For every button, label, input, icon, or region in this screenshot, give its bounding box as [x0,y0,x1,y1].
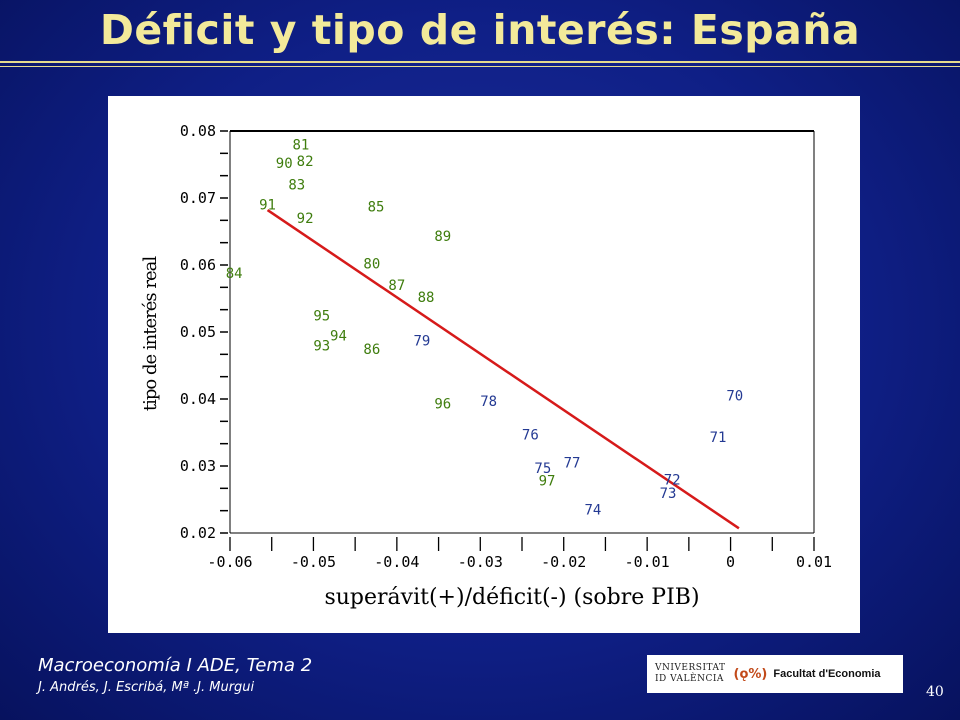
x-axis-title: superávit(+)/déficit(-) (sobre PIB) [324,585,699,610]
scatter-point-87: 87 [388,278,405,294]
scatter-point-74: 74 [584,503,601,519]
y-tick-label: 0.08 [180,122,216,140]
scatter-point-85: 85 [368,200,385,216]
scatter-point-97: 97 [539,474,556,490]
y-tick-label: 0.06 [180,256,216,274]
scatter-point-73: 73 [660,486,677,502]
x-tick-label: -0.03 [458,553,503,571]
scatter-point-88: 88 [418,290,435,306]
x-tick-label: 0 [726,553,735,571]
x-tick-label: 0.01 [796,553,832,571]
scatter-point-86: 86 [363,342,380,358]
x-tick-label: -0.04 [374,553,419,571]
faculty-name: Facultat d'Economia [773,668,881,680]
scatter-chart-panel: -0.06 -0.05 -0.04 -0.03 -0.02 -0.01 0 0.01 0.02 0… [108,96,860,633]
title-rule-top [0,61,960,63]
y-tick-label: 0.04 [180,390,216,408]
scatter-point-78: 78 [480,394,497,410]
scatter-point-94: 94 [330,328,347,344]
scatter-point-92: 92 [297,211,314,227]
scatter-point-75: 75 [534,461,551,477]
scatter-point-77: 77 [564,456,581,472]
scatter-point-71: 71 [710,430,727,446]
footer-course: Macroeconomía I ADE, Tema 2 [38,655,313,676]
x-tick-label: -0.02 [541,553,586,571]
faculty-mark-icon: (ǫ%) [733,666,768,682]
scatter-point-95: 95 [313,308,330,324]
scatter-point-89: 89 [434,229,451,245]
scatter-chart: -0.06 -0.05 -0.04 -0.03 -0.02 -0.01 0 0.01 0.02 0… [140,122,832,610]
scatter-point-83: 83 [288,178,305,194]
fit-line-layer [266,209,740,530]
axes [229,130,815,534]
university-line2: ID VALÈNCIA [655,674,724,684]
title-rule-bottom [0,66,960,67]
scatter-point-70: 70 [726,389,743,405]
scatter-point-91: 91 [259,198,276,214]
university-logo: VNIVERSITAT ID VALÈNCIA (ǫ%) Facultat d'… [647,655,903,693]
x-tick-label: -0.05 [291,553,336,571]
footer-authors: J. Andrés, J. Escribá, Mª .J. Murgui [38,680,255,695]
university-name: VNIVERSITAT ID VALÈNCIA [655,663,726,685]
y-axis-title: tipo de interés real [140,256,161,411]
scatter-point-76: 76 [522,428,539,444]
x-tick-label: -0.06 [207,553,252,571]
scatter-point-90: 90 [276,156,293,172]
scatter-point-96: 96 [434,397,451,413]
university-line1: VNIVERSITAT [655,663,726,673]
scatter-point-80: 80 [363,257,380,273]
x-tick-label: -0.01 [625,553,670,571]
scatter-point-84: 84 [226,266,243,282]
regression-line [266,209,740,530]
ticks: -0.06 -0.05 -0.04 -0.03 -0.02 -0.01 0 0.01 0.02 0… [180,122,832,571]
page-number: 40 [926,684,944,700]
slide-title: Déficit y tipo de interés: España [99,6,861,54]
y-tick-label: 0.07 [180,189,216,207]
y-tick-label: 0.03 [180,457,216,475]
scatter-point-79: 79 [413,334,430,350]
scatter-point-81: 81 [292,137,309,153]
y-tick-label: 0.05 [180,323,216,341]
scatter-point-93: 93 [313,338,330,354]
y-tick-label: 0.02 [180,524,216,542]
scatter-point-72: 72 [664,472,681,488]
scatter-point-82: 82 [297,154,314,170]
